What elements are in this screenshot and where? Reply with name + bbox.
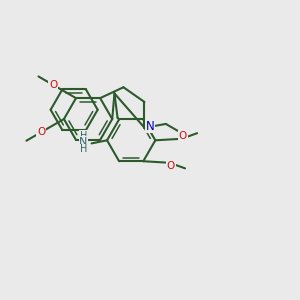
- Text: O: O: [49, 80, 57, 90]
- Text: N: N: [79, 137, 87, 147]
- Text: O: O: [179, 131, 187, 141]
- Text: O: O: [167, 161, 175, 171]
- Text: H: H: [80, 131, 87, 141]
- Text: O: O: [37, 127, 45, 137]
- Text: N: N: [146, 120, 154, 133]
- Text: H: H: [80, 144, 87, 154]
